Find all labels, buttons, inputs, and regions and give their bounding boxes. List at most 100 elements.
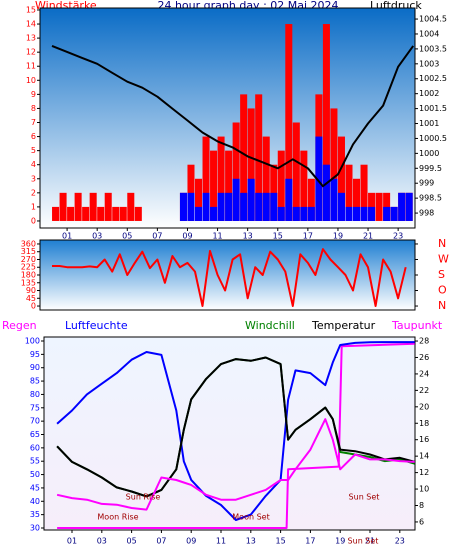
plot-marks: [51, 24, 415, 221]
y-tick-label: 40: [30, 497, 40, 506]
wind-bar: [74, 192, 82, 221]
y2-tick-label: 28: [419, 337, 429, 346]
y-tick-label: 7: [31, 118, 36, 127]
x-tick-label: 17: [303, 232, 313, 241]
wind-bar: [202, 136, 210, 221]
wind-bar: [127, 192, 135, 221]
wind-bar: [262, 136, 270, 221]
y-tick-label: 1: [31, 202, 36, 211]
x-tick-label: 23: [393, 232, 403, 241]
y2-tick-label: 24: [419, 369, 429, 378]
wind-bar: [270, 164, 278, 221]
x-tick-label: 03: [92, 232, 102, 241]
y-tick-label: 180: [21, 271, 36, 280]
wind-bar: [277, 150, 285, 221]
y2-tick-label: 999.5: [419, 164, 442, 173]
x-tick-label: 15: [273, 232, 283, 241]
y-tick-label: 12: [26, 48, 36, 57]
x-tick-label: 03: [97, 537, 107, 546]
series-line: [56, 341, 415, 521]
legend-label: Taupunkt: [391, 319, 443, 332]
x-tick-label: 23: [395, 537, 405, 546]
x-tick-label: 09: [186, 537, 196, 546]
wind-bar: [345, 206, 353, 221]
y-tick-label: 0: [31, 216, 36, 225]
wind-bar: [292, 122, 300, 221]
plot-marks: [56, 341, 415, 529]
wind-bar: [179, 192, 187, 221]
y2-tick-label: 998: [419, 209, 434, 218]
y2-tick-label: 6: [419, 517, 424, 526]
wind-bar: [405, 192, 413, 221]
wind-bar: [119, 206, 127, 221]
y-tick-label: 75: [30, 403, 40, 412]
series-line: [56, 356, 415, 498]
annotation: Sun Set: [348, 537, 379, 546]
plot-marks: [52, 248, 407, 307]
wind-bar: [262, 192, 270, 221]
y2-tick-label: W: [438, 252, 449, 265]
x-tick-label: 05: [127, 537, 137, 546]
y2-tick-label: 26: [419, 353, 429, 362]
x-tick-label: 07: [152, 232, 162, 241]
y2-tick-label: 1000: [419, 149, 439, 158]
y-tick-label: 5: [31, 146, 36, 155]
wind-bar: [375, 192, 383, 221]
y2-tick-label: 1001.5: [419, 104, 447, 113]
y2-tick-label: 1003.5: [419, 44, 447, 53]
wind-bar: [194, 206, 203, 221]
wind-bar: [337, 192, 345, 221]
plot-area: [39, 239, 416, 311]
x-tick-label: 11: [216, 537, 226, 546]
x-tick-label: 15: [276, 537, 286, 546]
y2-tick-label: 1001: [419, 119, 439, 128]
x-tick-label: 01: [62, 232, 72, 241]
wind-bar: [322, 24, 330, 221]
legend-label: Windchill: [245, 319, 295, 332]
y-tick-label: 135: [21, 278, 36, 287]
x-tick-label: 11: [212, 232, 222, 241]
x-tick-label: 19: [333, 232, 343, 241]
y-tick-label: 360: [21, 239, 36, 248]
y-tick-label: 45: [26, 294, 36, 303]
y-tick-label: 70: [30, 417, 40, 426]
y-tick-label: 11: [26, 62, 36, 71]
y-tick-label: 80: [30, 390, 40, 399]
y-tick-label: 13: [26, 34, 36, 43]
wind-bar: [232, 122, 240, 221]
y2-tick-label: 1000.5: [419, 134, 447, 143]
wind-bar: [337, 136, 345, 221]
x-tick-label: 17: [305, 537, 315, 546]
wind-bar: [353, 206, 361, 221]
x-tick-label: 19: [335, 537, 345, 546]
y-tick-label: 100: [25, 337, 40, 346]
wind-bar: [322, 164, 330, 221]
y2-tick-label: N: [438, 237, 446, 250]
wind-bar: [194, 178, 203, 221]
y-tick-label: 270: [21, 255, 36, 264]
wind-bar: [315, 136, 323, 221]
plot-area: [43, 336, 416, 531]
wind-bar: [247, 178, 255, 221]
y-tick-label: 315: [21, 247, 36, 256]
wind-bar: [255, 192, 263, 221]
x-tick-label: 07: [156, 537, 166, 546]
wind-bar: [247, 108, 255, 221]
y-tick-label: 30: [30, 523, 40, 532]
y-tick-label: 65: [30, 430, 40, 439]
y2-tick-label: 1002: [419, 89, 439, 98]
y2-tick-label: 998.5: [419, 194, 442, 203]
y-tick-label: 45: [30, 483, 40, 492]
legend-label: Temperatur: [311, 319, 376, 332]
y-tick-label: 85: [30, 377, 40, 386]
y2-tick-label: 8: [419, 501, 424, 510]
wind-bar: [240, 192, 248, 221]
wind-bar: [210, 206, 218, 221]
wind-bar: [285, 178, 293, 221]
y2-tick-label: 1003: [419, 59, 439, 68]
y2-tick-label: 22: [419, 386, 429, 395]
y-tick-label: 8: [31, 104, 36, 113]
y-tick-label: 3: [31, 174, 36, 183]
y-tick-label: 35: [30, 510, 40, 519]
